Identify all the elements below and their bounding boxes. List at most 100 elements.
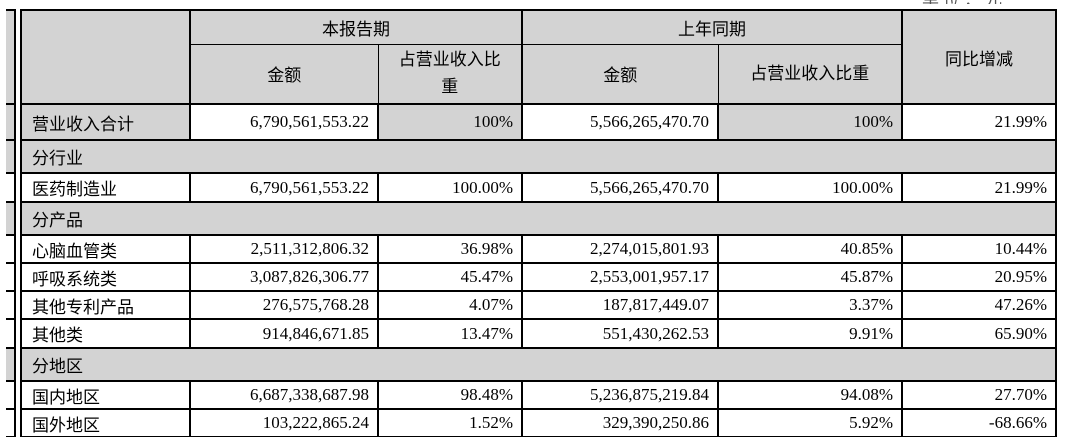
left-edge-sliver — [6, 262, 16, 292]
yoy-cell: 10.44% — [901, 234, 1057, 264]
gap-spacer — [15, 173, 21, 202]
table-row: 国外地区 103,222,865.24 1.52% 329,390,250.86… — [6, 408, 1057, 437]
current-ratio-cell: 100.00% — [377, 172, 523, 203]
gap-spacer — [15, 140, 21, 173]
header-current-amount: 金额 — [189, 43, 379, 105]
row-label-cell: 国外地区 — [20, 408, 191, 437]
table-row: 其他专利产品 276,575,768.28 4.07% 187,817,449.… — [6, 290, 1057, 320]
revenue-breakdown-table: 本报告期 上年同期 同比增减 金额 占营业收入比重 金额 占营业收入比重 营业收… — [6, 9, 1057, 437]
prior-amount-cell: 5,236,875,219.84 — [521, 380, 719, 410]
prior-ratio-cell: 9.91% — [717, 318, 903, 349]
gap-spacer — [15, 10, 21, 104]
left-edge-sliver — [6, 172, 16, 203]
current-ratio-cell: 100% — [377, 103, 523, 141]
table-row: 其他类 914,846,671.85 13.47% 551,430,262.53… — [6, 318, 1057, 349]
prior-amount-cell: 5,566,265,470.70 — [521, 103, 719, 141]
section-label: 分地区 — [20, 347, 1057, 382]
row-label-cell: 心脑血管类 — [20, 234, 191, 264]
current-ratio-cell: 45.47% — [377, 262, 523, 292]
section-row-region: 分地区 — [6, 347, 1057, 382]
yoy-cell: 27.70% — [901, 380, 1057, 410]
prior-ratio-cell: 100% — [717, 103, 903, 141]
current-ratio-cell: 36.98% — [377, 234, 523, 264]
prior-amount-cell: 551,430,262.53 — [521, 318, 719, 349]
current-ratio-cell: 13.47% — [377, 318, 523, 349]
left-edge-sliver — [6, 234, 16, 264]
prior-ratio-cell: 45.87% — [717, 262, 903, 292]
header-prior-period: 上年同期 — [521, 9, 903, 45]
section-row-product: 分产品 — [6, 201, 1057, 236]
clipped-unit-text: 单位：元 — [922, 0, 1022, 4]
left-edge-sliver — [6, 408, 16, 437]
current-amount-cell: 6,790,561,553.22 — [189, 172, 379, 203]
left-edge-sliver — [6, 9, 16, 105]
left-edge-sliver — [6, 380, 16, 410]
gap-spacer — [15, 348, 21, 381]
gap-spacer — [15, 409, 21, 437]
table-row-total: 营业收入合计 6,790,561,553.22 100% 5,566,265,4… — [6, 103, 1057, 141]
prior-amount-cell: 187,817,449.07 — [521, 290, 719, 320]
yoy-cell: 21.99% — [901, 103, 1057, 141]
gap-spacer — [15, 291, 21, 319]
current-amount-cell: 103,222,865.24 — [189, 408, 379, 437]
gap-spacer — [15, 235, 21, 263]
left-edge-sliver — [6, 103, 16, 141]
current-amount-cell: 6,790,561,553.22 — [189, 103, 379, 141]
header-current-ratio: 占营业收入比重 — [377, 43, 523, 105]
corner-header-cell — [20, 9, 191, 105]
current-amount-cell: 276,575,768.28 — [189, 290, 379, 320]
prior-ratio-cell: 94.08% — [717, 380, 903, 410]
current-amount-cell: 3,087,826,306.77 — [189, 262, 379, 292]
left-edge-sliver — [6, 318, 16, 349]
prior-ratio-cell: 40.85% — [717, 234, 903, 264]
current-ratio-cell: 4.07% — [377, 290, 523, 320]
yoy-cell: 47.26% — [901, 290, 1057, 320]
prior-amount-cell: 2,553,001,957.17 — [521, 262, 719, 292]
header-current-period: 本报告期 — [189, 9, 523, 45]
prior-amount-cell: 329,390,250.86 — [521, 408, 719, 437]
row-label-cell: 其他专利产品 — [20, 290, 191, 320]
header-yoy-change: 同比增减 — [901, 9, 1057, 105]
row-label-cell: 呼吸系统类 — [20, 262, 191, 292]
section-label: 分产品 — [20, 201, 1057, 236]
table-row: 医药制造业 6,790,561,553.22 100.00% 5,566,265… — [6, 172, 1057, 203]
prior-amount-cell: 2,274,015,801.93 — [521, 234, 719, 264]
table-row: 呼吸系统类 3,087,826,306.77 45.47% 2,553,001,… — [6, 262, 1057, 292]
row-label-cell: 医药制造业 — [20, 172, 191, 203]
gap-spacer — [15, 104, 21, 140]
current-ratio-cell: 1.52% — [377, 408, 523, 437]
gap-spacer — [15, 263, 21, 291]
yoy-cell: 21.99% — [901, 172, 1057, 203]
current-ratio-cell: 98.48% — [377, 380, 523, 410]
header-row-columns: 金额 占营业收入比重 金额 占营业收入比重 — [6, 43, 1056, 105]
section-label: 分行业 — [20, 139, 1057, 174]
left-edge-sliver — [6, 290, 16, 320]
yoy-cell: 20.95% — [901, 262, 1057, 292]
table-row: 国内地区 6,687,338,687.98 98.48% 5,236,875,2… — [6, 380, 1057, 410]
header-prior-amount: 金额 — [521, 43, 719, 105]
left-edge-sliver — [6, 347, 16, 382]
row-label-cell: 国内地区 — [20, 380, 191, 410]
yoy-cell: -68.66% — [901, 408, 1057, 437]
section-row-industry: 分行业 — [6, 139, 1057, 174]
prior-ratio-cell: 100.00% — [717, 172, 903, 203]
current-amount-cell: 2,511,312,806.32 — [189, 234, 379, 264]
clipped-unit-text-label: 单位：元 — [922, 0, 1022, 4]
gap-spacer — [15, 202, 21, 235]
current-amount-cell: 6,687,338,687.98 — [189, 380, 379, 410]
header-prior-ratio: 占营业收入比重 — [717, 43, 903, 105]
table-row: 心脑血管类 2,511,312,806.32 36.98% 2,274,015,… — [6, 234, 1057, 264]
prior-ratio-cell: 3.37% — [717, 290, 903, 320]
gap-spacer — [15, 381, 21, 409]
row-label-cell: 营业收入合计 — [20, 103, 191, 141]
prior-ratio-cell: 5.92% — [717, 408, 903, 437]
yoy-cell: 65.90% — [901, 318, 1057, 349]
left-edge-sliver — [6, 139, 16, 174]
left-edge-sliver — [6, 201, 16, 236]
header-row-groups: 本报告期 上年同期 同比增减 — [6, 9, 1057, 105]
gap-spacer — [15, 319, 21, 348]
row-label-cell: 其他类 — [20, 318, 191, 349]
prior-amount-cell: 5,566,265,470.70 — [521, 172, 719, 203]
current-amount-cell: 914,846,671.85 — [189, 318, 379, 349]
